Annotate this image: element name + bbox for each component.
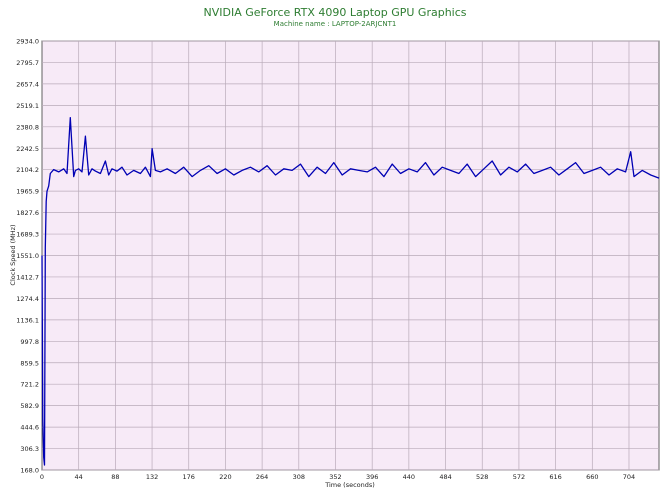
x-tick-label: 220 bbox=[219, 473, 231, 481]
y-tick-label: 1689.3 bbox=[16, 231, 39, 239]
y-tick-label: 2657.4 bbox=[16, 80, 39, 88]
chart-subtitle: Machine name : LAPTOP-2ARJCNT1 bbox=[273, 20, 397, 28]
y-tick-label: 582.9 bbox=[20, 402, 39, 410]
x-tick-label: 484 bbox=[439, 473, 451, 481]
x-tick-label: 132 bbox=[146, 473, 158, 481]
x-tick-label: 0 bbox=[40, 473, 44, 481]
y-tick-label: 2519.1 bbox=[16, 102, 39, 110]
x-tick-label: 616 bbox=[549, 473, 561, 481]
grid-lines bbox=[42, 40, 659, 471]
y-tick-label: 1136.1 bbox=[16, 316, 39, 324]
y-tick-label: 2934.0 bbox=[16, 38, 39, 46]
y-tick-label: 2795.7 bbox=[16, 59, 39, 67]
y-tick-label: 1551.0 bbox=[16, 252, 39, 260]
y-tick-label: 2380.8 bbox=[16, 123, 39, 131]
x-tick-label: 704 bbox=[623, 473, 635, 481]
x-tick-label: 308 bbox=[293, 473, 305, 481]
y-tick-label: 2104.2 bbox=[16, 166, 39, 174]
y-tick-label: 2242.5 bbox=[16, 145, 39, 153]
x-axis-label: Time (seconds) bbox=[324, 481, 375, 489]
x-tick-label: 440 bbox=[403, 473, 415, 481]
series-lines bbox=[41, 116, 660, 466]
x-tick-label: 572 bbox=[513, 473, 525, 481]
x-tick-label: 88 bbox=[111, 473, 119, 481]
y-tick-label: 1827.6 bbox=[16, 209, 39, 217]
y-tick-label: 1274.4 bbox=[16, 295, 39, 303]
x-axis-ticks: 0 44 88 132 176 220 264 308 352 396 440 484 528 572 61… bbox=[40, 473, 635, 481]
y-tick-label: 168.0 bbox=[20, 467, 39, 475]
x-tick-label: 528 bbox=[476, 473, 488, 481]
x-tick-label: 396 bbox=[366, 473, 378, 481]
y-tick-label: 444.6 bbox=[20, 424, 39, 432]
y-axis-label: Clock Speed (MHz) bbox=[9, 224, 17, 285]
y-tick-label: 997.8 bbox=[20, 338, 39, 346]
y-tick-label: 859.5 bbox=[20, 359, 39, 367]
y-tick-label: 721.2 bbox=[20, 381, 39, 389]
x-tick-label: 44 bbox=[75, 473, 83, 481]
y-tick-label: 306.3 bbox=[20, 445, 39, 453]
y-tick-label: 1965.9 bbox=[16, 188, 39, 196]
y-tick-label: 1412.7 bbox=[16, 273, 39, 281]
x-tick-label: 176 bbox=[183, 473, 195, 481]
x-tick-label: 352 bbox=[329, 473, 341, 481]
x-tick-label: 264 bbox=[256, 473, 268, 481]
chart-title: NVIDIA GeForce RTX 4090 Laptop GPU Graph… bbox=[203, 6, 467, 19]
x-tick-label: 660 bbox=[586, 473, 598, 481]
series-line-clock-speed bbox=[41, 116, 660, 466]
y-axis-ticks: 168.0 306.3 444.6 582.9 721.2 859.5 997.8 1136.… bbox=[16, 38, 39, 475]
